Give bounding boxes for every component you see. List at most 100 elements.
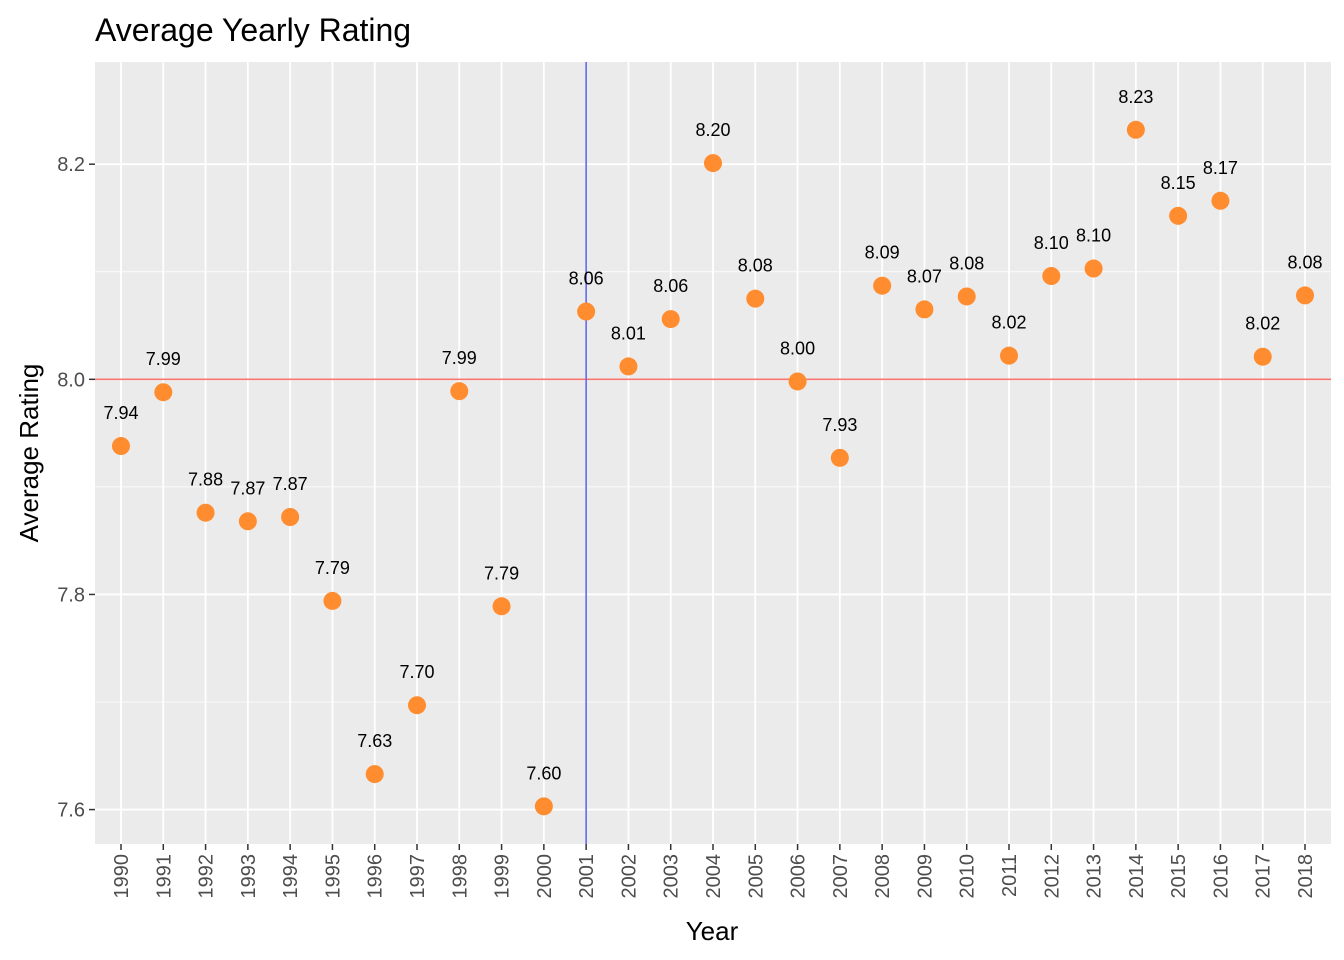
x-tick-label-1999: 1999 (492, 854, 514, 899)
data-label-1991: 7.99 (146, 349, 181, 369)
x-tick-label-2014: 2014 (1126, 854, 1148, 899)
data-point-2018 (1296, 286, 1314, 305)
data-label-2017: 8.02 (1245, 314, 1280, 334)
x-tick-label-2015: 2015 (1168, 854, 1190, 899)
data-label-2004: 8.20 (695, 120, 730, 140)
data-point-1993 (238, 512, 257, 531)
data-label-2000: 7.60 (526, 763, 561, 783)
data-label-1996: 7.63 (357, 731, 392, 751)
data-label-2008: 8.09 (865, 243, 900, 263)
x-tick-label-1990: 1990 (111, 854, 133, 899)
data-point-1999 (492, 597, 511, 616)
x-tick-label-2017: 2017 (1253, 854, 1275, 899)
y-axis: 7.6 7.8 8.0 8.2 (57, 154, 95, 822)
x-tick-label-1996: 1996 (365, 854, 387, 899)
data-point-2008 (873, 276, 892, 295)
reference-lines (95, 62, 1331, 844)
data-point-2009 (915, 300, 934, 319)
x-tick-label-2013: 2013 (1084, 854, 1106, 899)
data-label-1998: 7.99 (442, 348, 477, 368)
data-point-2001 (577, 302, 596, 321)
data-label-1997: 7.70 (399, 662, 434, 682)
data-label-2002: 8.01 (611, 323, 646, 343)
x-tick-label-1992: 1992 (196, 854, 218, 899)
x-tick-label-2012: 2012 (1041, 854, 1063, 899)
x-tick-label-1995: 1995 (322, 854, 344, 899)
data-label-1992: 7.88 (188, 470, 223, 490)
data-point-2010 (957, 287, 976, 306)
data-labels: 7.94 7.99 7.88 7.87 7.87 7.79 7.63 7.70 7.99 7.79… (103, 87, 1322, 784)
x-tick-label-2011: 2011 (999, 854, 1021, 897)
x-tick-label-1993: 1993 (238, 854, 260, 899)
x-tick-label-2006: 2006 (788, 854, 810, 899)
data-label-2009: 8.07 (907, 266, 942, 286)
x-tick-label-2000: 2000 (534, 854, 556, 899)
data-point-2006 (788, 372, 807, 391)
x-tick-label-1997: 1997 (407, 854, 429, 899)
major-gridlines (95, 62, 1331, 844)
data-point-2017 (1253, 347, 1272, 366)
x-tick-label-1998: 1998 (449, 854, 471, 899)
x-axis-title: Year (686, 916, 739, 946)
x-tick-label-2001: 2001 (576, 854, 598, 899)
data-label-2001: 8.06 (569, 269, 604, 289)
data-points (112, 120, 1314, 816)
y-tick-label-7.8: 7.8 (57, 584, 85, 606)
data-label-1990: 7.94 (103, 403, 138, 423)
data-point-2013 (1084, 259, 1103, 278)
x-tick-label-2007: 2007 (830, 854, 852, 899)
data-label-2014: 8.23 (1118, 87, 1153, 107)
x-tick-label-2010: 2010 (957, 854, 979, 899)
y-tick-label-8.2: 8.2 (57, 154, 85, 176)
data-point-2014 (1126, 120, 1145, 139)
data-label-2006: 8.00 (780, 338, 815, 358)
y-tick-label-7.6: 7.6 (57, 800, 85, 822)
chart-title: Average Yearly Rating (95, 12, 411, 48)
data-label-1995: 7.79 (315, 558, 350, 578)
x-axis: 1990 1991 1992 1993 1994 1995 1996 1997 1998 1999… (111, 844, 1317, 899)
y-axis-title: Average Rating (14, 364, 44, 543)
x-tick-label-2003: 2003 (661, 854, 683, 899)
data-point-2016 (1211, 191, 1230, 210)
data-label-2003: 8.06 (653, 276, 688, 296)
data-point-1996 (365, 765, 384, 784)
data-point-2004 (704, 154, 722, 173)
data-point-1991 (154, 383, 173, 402)
data-point-2002 (619, 357, 638, 376)
x-tick-label-2018: 2018 (1295, 854, 1317, 899)
data-label-1993: 7.87 (230, 478, 265, 498)
data-point-1997 (408, 696, 426, 715)
data-label-2015: 8.15 (1161, 173, 1196, 193)
data-label-1994: 7.87 (273, 474, 308, 494)
x-tick-label-2016: 2016 (1210, 854, 1232, 899)
data-point-1998 (450, 382, 469, 401)
x-tick-label-2002: 2002 (618, 854, 640, 899)
data-label-2010: 8.08 (949, 253, 984, 273)
data-point-1995 (323, 591, 342, 610)
x-tick-label-2005: 2005 (745, 854, 767, 899)
data-point-1990 (112, 437, 130, 456)
data-label-2011: 8.02 (991, 313, 1026, 333)
data-label-2005: 8.08 (738, 256, 773, 276)
x-tick-label-1991: 1991 (153, 854, 175, 899)
data-point-2015 (1169, 206, 1188, 225)
data-label-2016: 8.17 (1203, 158, 1238, 178)
data-point-2003 (661, 310, 680, 329)
x-tick-label-2008: 2008 (872, 854, 894, 899)
x-tick-label-2004: 2004 (703, 854, 725, 899)
data-label-2012: 8.10 (1034, 233, 1069, 253)
data-point-2011 (1000, 346, 1018, 365)
data-point-2012 (1042, 267, 1061, 286)
data-point-2005 (746, 289, 765, 308)
data-point-2007 (830, 448, 849, 467)
data-point-1992 (196, 503, 215, 522)
y-tick-label-8.0: 8.0 (57, 369, 85, 391)
x-tick-label-2009: 2009 (914, 854, 936, 899)
data-label-1999: 7.79 (484, 563, 519, 583)
data-label-2018: 8.08 (1287, 252, 1322, 272)
data-label-2013: 8.10 (1076, 226, 1111, 246)
data-point-2000 (534, 797, 553, 816)
data-point-1994 (281, 508, 300, 527)
data-label-2007: 7.93 (822, 415, 857, 435)
